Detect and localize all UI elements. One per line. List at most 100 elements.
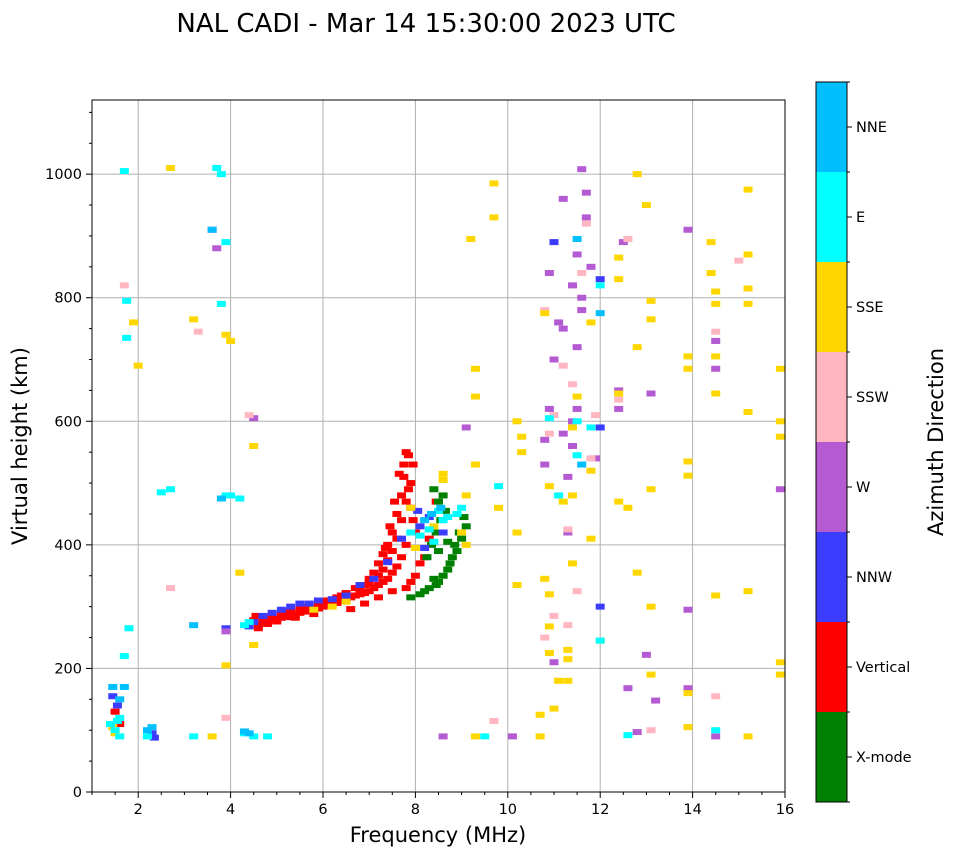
data-point-e	[572, 418, 582, 425]
data-point-vertical	[336, 592, 346, 599]
data-point-vertical	[364, 588, 374, 595]
data-point-sse	[683, 472, 693, 479]
data-point-sse	[133, 362, 143, 369]
data-point-ssw	[166, 585, 176, 592]
data-point-nnw	[286, 603, 296, 610]
data-point-x-mode	[459, 514, 469, 521]
data-point-vertical	[281, 612, 291, 619]
data-point-vertical	[286, 607, 296, 614]
data-point-e	[434, 507, 443, 514]
data-point-e	[156, 489, 166, 496]
data-point-sse	[461, 492, 471, 499]
data-point-vertical	[406, 480, 416, 487]
data-point-vertical	[304, 603, 314, 610]
data-point-sse	[517, 449, 527, 456]
x-tick-label: 2	[134, 802, 143, 818]
data-point-sse	[512, 418, 522, 425]
data-point-sse	[711, 300, 721, 307]
data-point-ssw	[244, 412, 254, 419]
data-point-vertical	[318, 598, 328, 605]
data-point-vertical	[385, 523, 395, 530]
colorbar-swatch	[816, 262, 847, 352]
data-point-w	[567, 443, 577, 449]
data-point-vertical	[380, 544, 390, 551]
data-point-e	[443, 514, 453, 521]
data-point-vertical	[355, 591, 365, 598]
colorbar-tick-label: SSW	[856, 390, 889, 406]
data-point-ssw	[221, 714, 231, 721]
data-point-w	[221, 628, 231, 635]
data-point-vertical	[369, 569, 379, 576]
data-point-w	[711, 733, 721, 740]
data-point-w	[614, 387, 624, 394]
data-point-ssw	[572, 588, 582, 595]
data-point-sse	[646, 297, 656, 304]
data-point-nne	[108, 683, 118, 690]
data-point-sse	[614, 254, 624, 261]
data-point-ssw	[577, 270, 587, 276]
data-point-w	[581, 214, 591, 221]
data-point-e	[124, 625, 134, 632]
data-point-sse	[517, 433, 527, 440]
data-point-e	[249, 733, 259, 740]
data-point-nne	[436, 504, 446, 511]
data-point-sse	[586, 319, 596, 326]
data-point-nnw	[112, 702, 122, 709]
data-point-vertical	[403, 486, 413, 493]
data-point-ssw	[711, 328, 721, 335]
x-tick-label: 12	[591, 802, 609, 818]
data-point-nnw	[341, 592, 351, 599]
data-point-e	[119, 653, 129, 660]
data-point-sse	[683, 365, 693, 372]
data-point-vertical	[332, 599, 342, 606]
data-point-sse	[470, 733, 480, 740]
data-point-nne	[142, 727, 152, 734]
data-point-vertical	[373, 594, 383, 601]
data-point-vertical	[304, 607, 314, 614]
data-point-nnw	[313, 597, 323, 604]
data-point-e	[239, 622, 249, 629]
data-point-nne	[115, 696, 125, 703]
data-point-vertical	[350, 585, 360, 592]
data-point-w	[438, 733, 448, 740]
data-point-vertical	[258, 619, 268, 626]
data-point-sse	[743, 733, 753, 740]
data-point-sse	[466, 236, 476, 243]
data-point-e	[554, 492, 564, 499]
data-point-e	[112, 717, 122, 724]
data-point-ssw	[646, 727, 656, 734]
colorbar-tick-label: NNW	[856, 570, 892, 586]
data-point-vertical	[346, 606, 356, 613]
data-point-sse	[706, 239, 716, 246]
data-point-ssw	[591, 412, 601, 419]
data-point-sse	[129, 319, 139, 326]
data-point-sse	[711, 288, 721, 295]
data-point-e	[263, 733, 273, 740]
data-point-w	[586, 263, 596, 270]
data-point-e	[494, 483, 504, 490]
data-point-e	[452, 510, 462, 517]
data-point-vertical	[408, 517, 418, 524]
data-point-x-mode	[434, 498, 443, 505]
data-point-vertical	[309, 611, 319, 618]
data-point-vertical	[392, 563, 402, 570]
data-point-sse	[632, 171, 642, 178]
data-point-x-mode	[452, 548, 462, 555]
data-point-sse	[207, 733, 217, 740]
data-point-sse	[711, 592, 721, 599]
data-point-e	[544, 415, 554, 422]
data-point-sse	[461, 541, 471, 548]
data-point-sse	[309, 606, 319, 613]
x-tick-label: 10	[499, 802, 517, 818]
data-point-sse	[221, 331, 231, 338]
data-point-sse	[614, 390, 624, 397]
data-point-e	[110, 727, 120, 734]
data-point-x-mode	[422, 554, 432, 561]
data-point-w	[549, 659, 559, 666]
data-point-e	[595, 282, 605, 289]
data-point-sse	[512, 582, 522, 589]
data-point-w	[461, 424, 471, 431]
data-point-vertical	[399, 473, 409, 480]
data-point-w	[572, 344, 582, 351]
data-point-x-mode	[438, 572, 448, 579]
